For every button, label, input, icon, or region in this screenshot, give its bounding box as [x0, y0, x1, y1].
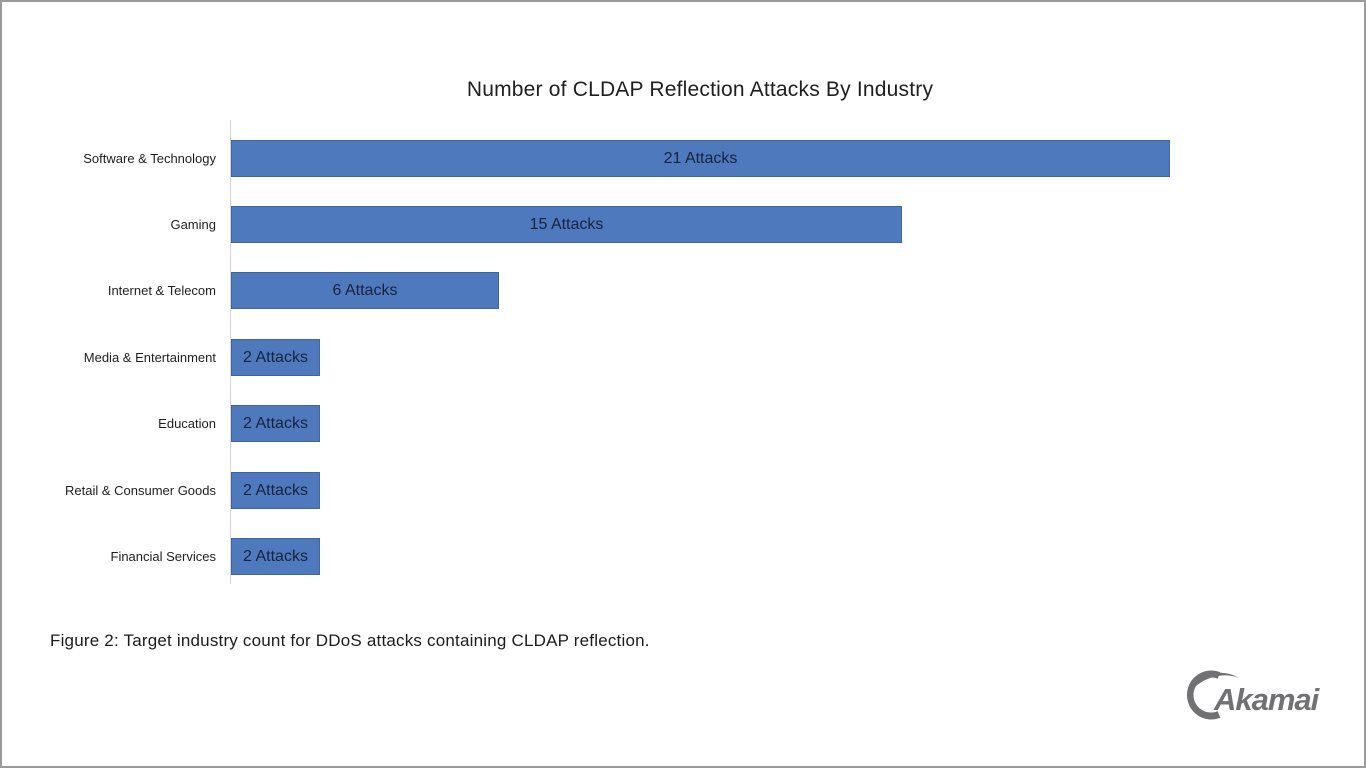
bar-software-technology: 21 Attacks: [231, 140, 1170, 177]
y-axis-line: [230, 120, 231, 584]
akamai-logo: Akamai: [1182, 665, 1319, 720]
category-label-internet-telecom: Internet & Telecom: [107, 283, 216, 298]
chart-row: Education 2 Attacks: [2, 405, 1364, 442]
chart-row: Internet & Telecom 6 Attacks: [2, 272, 1364, 309]
category-label-retail-consumer-goods: Retail & Consumer Goods: [64, 483, 216, 498]
bar-financial-services: 2 Attacks: [231, 538, 320, 575]
category-label-financial-services: Financial Services: [110, 549, 217, 564]
bar-value-label: 2 Attacks: [243, 414, 308, 432]
bar-value-label: 15 Attacks: [529, 215, 604, 233]
bar-value-label: 6 Attacks: [332, 281, 398, 299]
chart-title: Number of CLDAP Reflection Attacks By In…: [466, 78, 934, 101]
bar-value-label: 2 Attacks: [243, 348, 308, 366]
bar-value-label: 2 Attacks: [243, 547, 308, 565]
chart-row: Financial Services 2 Attacks: [2, 538, 1364, 575]
chart-row: Software & Technology 21 Attacks: [2, 140, 1364, 177]
category-label-gaming: Gaming: [170, 217, 216, 232]
chart-row: Retail & Consumer Goods 2 Attacks: [2, 472, 1364, 509]
chart-row: Gaming 15 Attacks: [2, 206, 1364, 243]
category-label-education: Education: [158, 416, 216, 431]
category-label-media-entertainment: Media & Entertainment: [83, 350, 216, 365]
figure-caption: Figure 2: Target industry count for DDoS…: [50, 631, 650, 650]
chart-row: Media & Entertainment 2 Attacks: [2, 339, 1364, 376]
bar-value-label: 2 Attacks: [243, 481, 308, 499]
bar-gaming: 15 Attacks: [231, 206, 902, 243]
bar-retail-consumer-goods: 2 Attacks: [231, 472, 320, 509]
akamai-logo-text: Akamai: [1214, 682, 1319, 717]
bar-internet-telecom: 6 Attacks: [231, 272, 499, 309]
category-label-software-technology: Software & Technology: [83, 151, 216, 166]
bar-value-label: 21 Attacks: [663, 149, 738, 167]
bar-education: 2 Attacks: [231, 405, 320, 442]
bar-media-entertainment: 2 Attacks: [231, 339, 320, 376]
akamai-swoosh-icon: [1186, 670, 1239, 720]
